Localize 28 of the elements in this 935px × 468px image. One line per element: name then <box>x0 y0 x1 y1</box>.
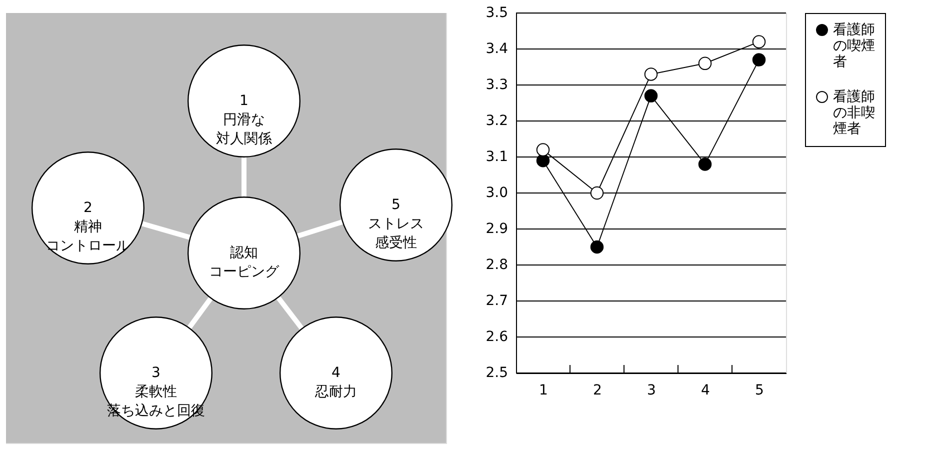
x-tick-label: 4 <box>701 382 710 398</box>
point <box>698 158 712 171</box>
point <box>536 143 550 156</box>
y-tick-label: 3.5 <box>486 5 508 21</box>
y-tick-label: 2.9 <box>486 221 508 237</box>
x-tick-label: 1 <box>539 382 548 398</box>
point <box>536 154 550 168</box>
x-tick-label: 5 <box>755 382 764 398</box>
y-tick-label: 3.0 <box>486 185 508 201</box>
y-tick-label: 2.8 <box>486 257 508 273</box>
y-tick-label: 2.5 <box>486 365 508 381</box>
point <box>752 53 766 66</box>
x-tick-label: 2 <box>593 382 602 398</box>
point <box>698 56 712 70</box>
point <box>752 35 766 48</box>
point <box>590 186 604 200</box>
y-tick-label: 3.2 <box>486 113 508 129</box>
point <box>590 240 604 254</box>
y-tick-label: 3.3 <box>486 77 508 93</box>
y-tick-label: 2.7 <box>486 293 508 309</box>
point <box>644 89 658 102</box>
x-tick-label: 3 <box>647 382 656 398</box>
y-tick-label: 3.4 <box>486 41 508 57</box>
y-tick-label: 2.6 <box>486 329 508 345</box>
legend-label: 看護師の喫煙者 <box>833 22 875 70</box>
legend-label: 看護師の非喫煙者 <box>833 89 875 137</box>
y-tick-label: 3.1 <box>486 149 508 165</box>
point <box>644 68 658 81</box>
